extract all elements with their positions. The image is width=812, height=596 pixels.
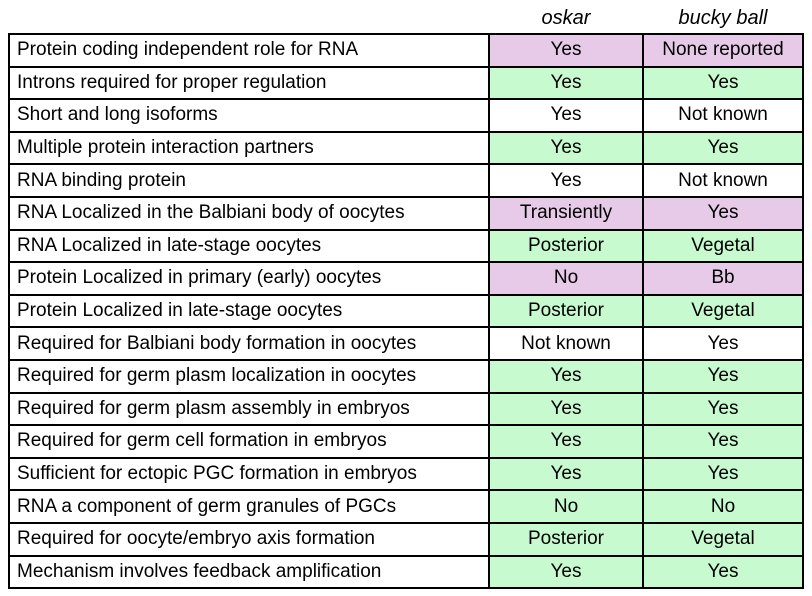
table-row: RNA Localized in the Balbiani body of oo…	[8, 195, 804, 231]
table-row: RNA a component of germ granules of PGCs…	[8, 489, 804, 524]
row-label: Required for oocyte/embryo axis formatio…	[8, 521, 490, 557]
oskar-cell: Yes	[488, 456, 644, 492]
row-label: Multiple protein interaction partners	[8, 130, 490, 166]
oskar-cell: No	[488, 489, 644, 524]
oskar-cell: Yes	[488, 358, 644, 394]
oskar-cell: Transiently	[488, 195, 644, 231]
bucky-ball-cell: No	[642, 489, 804, 524]
oskar-cell: Yes	[488, 554, 644, 590]
bucky-ball-cell: Vegetal	[642, 521, 804, 557]
header-row: oskar bucky ball	[9, 5, 803, 34]
row-label: Protein Localized in late-stage oocytes	[8, 293, 490, 329]
table-row: Protein Localized in primary (early) ooc…	[8, 261, 804, 296]
table-row: Required for germ plasm localization in …	[8, 358, 804, 394]
bucky-ball-cell: Yes	[642, 130, 804, 166]
oskar-cell: Posterior	[488, 228, 644, 264]
bucky-ball-cell: Yes	[642, 195, 804, 231]
bucky-ball-cell: Vegetal	[642, 293, 804, 329]
bucky-ball-cell: Vegetal	[642, 228, 804, 264]
bucky-ball-cell: Yes	[642, 424, 804, 459]
oskar-cell: Yes	[488, 391, 644, 427]
table-header: oskar bucky ball	[9, 5, 803, 34]
oskar-cell: Yes	[488, 33, 644, 68]
bucky-ball-cell: Yes	[642, 326, 804, 361]
row-label: Required for germ plasm assembly in embr…	[8, 391, 490, 427]
row-label: Required for germ plasm localization in …	[8, 358, 490, 394]
row-label: Required for Balbiani body formation in …	[8, 326, 490, 361]
table-row: RNA binding protein Yes Not known	[8, 163, 804, 198]
row-label: Protein Localized in primary (early) ooc…	[8, 261, 490, 296]
table-row: Protein coding independent role for RNA …	[8, 33, 804, 68]
oskar-cell: Yes	[488, 98, 644, 133]
bucky-ball-cell: None reported	[642, 33, 804, 68]
table-row: Multiple protein interaction partners Ye…	[8, 130, 804, 166]
oskar-cell: Yes	[488, 163, 644, 198]
table-row: Required for Balbiani body formation in …	[8, 326, 804, 361]
table-row: Required for oocyte/embryo axis formatio…	[8, 521, 804, 557]
oskar-cell: Yes	[488, 130, 644, 166]
table-row: Sufficient for ectopic PGC formation in …	[8, 456, 804, 492]
oskar-cell: Posterior	[488, 521, 644, 557]
row-label: RNA Localized in the Balbiani body of oo…	[8, 195, 490, 231]
row-label: RNA binding protein	[8, 163, 490, 198]
bucky-ball-cell: Yes	[642, 391, 804, 427]
row-label: Sufficient for ectopic PGC formation in …	[8, 456, 490, 492]
row-label: Introns required for proper regulation	[8, 65, 490, 101]
comparison-table: oskar bucky ball Protein coding independ…	[8, 5, 804, 590]
table-row: Required for germ plasm assembly in embr…	[8, 391, 804, 427]
header-spacer	[9, 5, 489, 34]
oskar-cell: No	[488, 261, 644, 296]
row-label: Short and long isoforms	[8, 98, 490, 133]
row-label: Mechanism involves feedback amplificatio…	[8, 554, 490, 590]
bucky-ball-cell: Yes	[642, 358, 804, 394]
table-row: Mechanism involves feedback amplificatio…	[8, 554, 804, 590]
bucky-ball-cell: Yes	[642, 65, 804, 101]
table-row: RNA Localized in late-stage oocytes Post…	[8, 228, 804, 264]
table-row: Protein Localized in late-stage oocytes …	[8, 293, 804, 329]
oskar-cell: Posterior	[488, 293, 644, 329]
row-label: Protein coding independent role for RNA	[8, 33, 490, 68]
table-row: Required for germ cell formation in embr…	[8, 424, 804, 459]
bucky-ball-cell: Not known	[642, 98, 804, 133]
table-row: Short and long isoforms Yes Not known	[8, 98, 804, 133]
row-label: RNA Localized in late-stage oocytes	[8, 228, 490, 264]
column-header-bucky-ball: bucky ball	[678, 6, 768, 29]
row-label: RNA a component of germ granules of PGCs	[8, 489, 490, 524]
bucky-ball-cell: Bb	[642, 261, 804, 296]
row-label: Required for germ cell formation in embr…	[8, 424, 490, 459]
oskar-cell: Yes	[488, 65, 644, 101]
bucky-ball-cell: Not known	[642, 163, 804, 198]
table-row: Introns required for proper regulation Y…	[8, 65, 804, 101]
bucky-ball-cell: Yes	[642, 456, 804, 492]
oskar-cell: Yes	[488, 424, 644, 459]
oskar-cell: Not known	[488, 326, 644, 361]
column-header-oskar: oskar	[541, 6, 591, 29]
bucky-ball-cell: Yes	[642, 554, 804, 590]
